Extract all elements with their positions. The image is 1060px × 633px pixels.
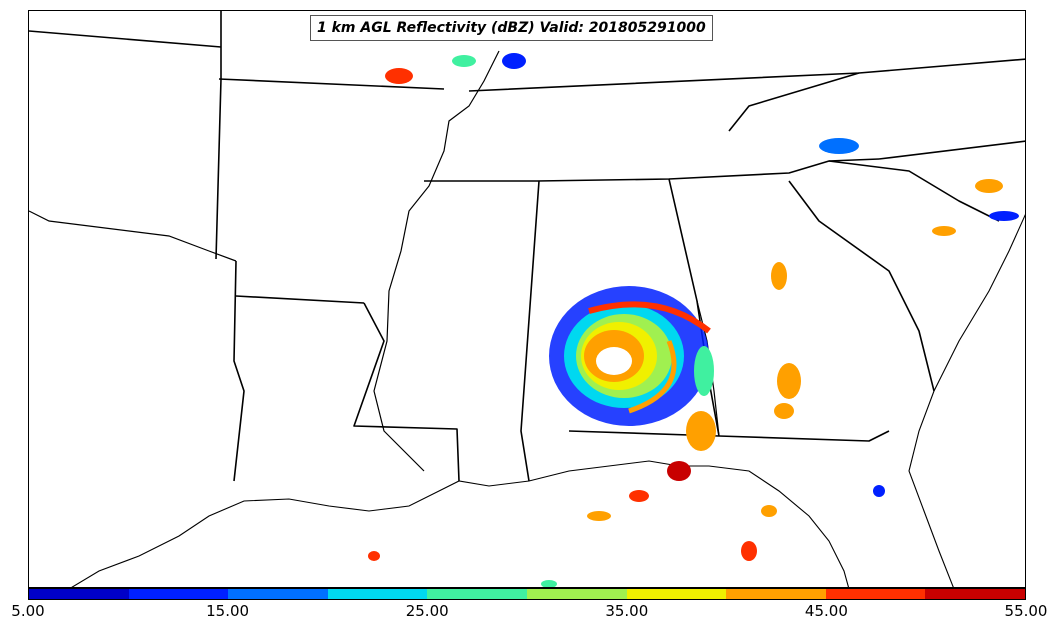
colorbar-segment-2 <box>228 589 328 599</box>
coastline <box>71 214 1025 587</box>
map-panel <box>28 10 1026 588</box>
atlantic-coastline <box>908 214 1025 587</box>
state-boundaries <box>29 11 1025 482</box>
gulf-coastline <box>71 460 850 587</box>
colorbar-segment-8 <box>825 589 926 599</box>
colorbar <box>28 588 1026 600</box>
colorbar-segment-6 <box>626 589 727 599</box>
border-mo-ar <box>218 78 445 90</box>
border-ms-la <box>353 302 460 482</box>
border-tx-la <box>233 260 245 482</box>
colorbar-segment-7 <box>726 589 826 599</box>
colorbar-segment-1 <box>128 589 229 599</box>
mississippi-river <box>373 50 500 472</box>
border-ar-la <box>235 295 365 304</box>
border-mo-ks-west <box>215 11 222 260</box>
colorbar-segment-4 <box>427 589 527 599</box>
map-canvas <box>29 11 1025 587</box>
colorbar-segment-5 <box>526 589 627 599</box>
colorbar-tick-label-2: 25.00 <box>405 602 449 620</box>
colorbar-tick-label-1: 15.00 <box>206 602 250 620</box>
rainband-echoes <box>368 53 1019 587</box>
colorbar-tick-label-5: 55.00 <box>1004 602 1048 620</box>
reflectivity-echoes <box>368 53 1019 587</box>
colorbar-tick-label-4: 45.00 <box>804 602 848 620</box>
colorbar-segment-0 <box>29 589 129 599</box>
border-tn-ky <box>468 58 1025 92</box>
colorbar-segment-9 <box>925 589 1025 599</box>
colorbar-tick-label-3: 35.00 <box>605 602 649 620</box>
colorbar-tick-label-0: 5.00 <box>11 602 45 620</box>
border-nc-sc <box>828 160 1000 222</box>
border-ms-al <box>520 180 540 482</box>
red-river <box>29 210 237 262</box>
border-va-nc <box>878 140 1025 160</box>
colorbar-segment-3 <box>327 589 428 599</box>
border-ks-mo-north <box>29 30 222 48</box>
border-ga-sc <box>788 180 935 392</box>
storm-core <box>549 286 711 426</box>
map-title: 1 km AGL Reflectivity (dBZ) Valid: 20180… <box>310 15 713 41</box>
border-ky-va <box>728 72 860 132</box>
border-al-fl <box>568 430 890 442</box>
border-tn-ms-al <box>424 158 880 182</box>
